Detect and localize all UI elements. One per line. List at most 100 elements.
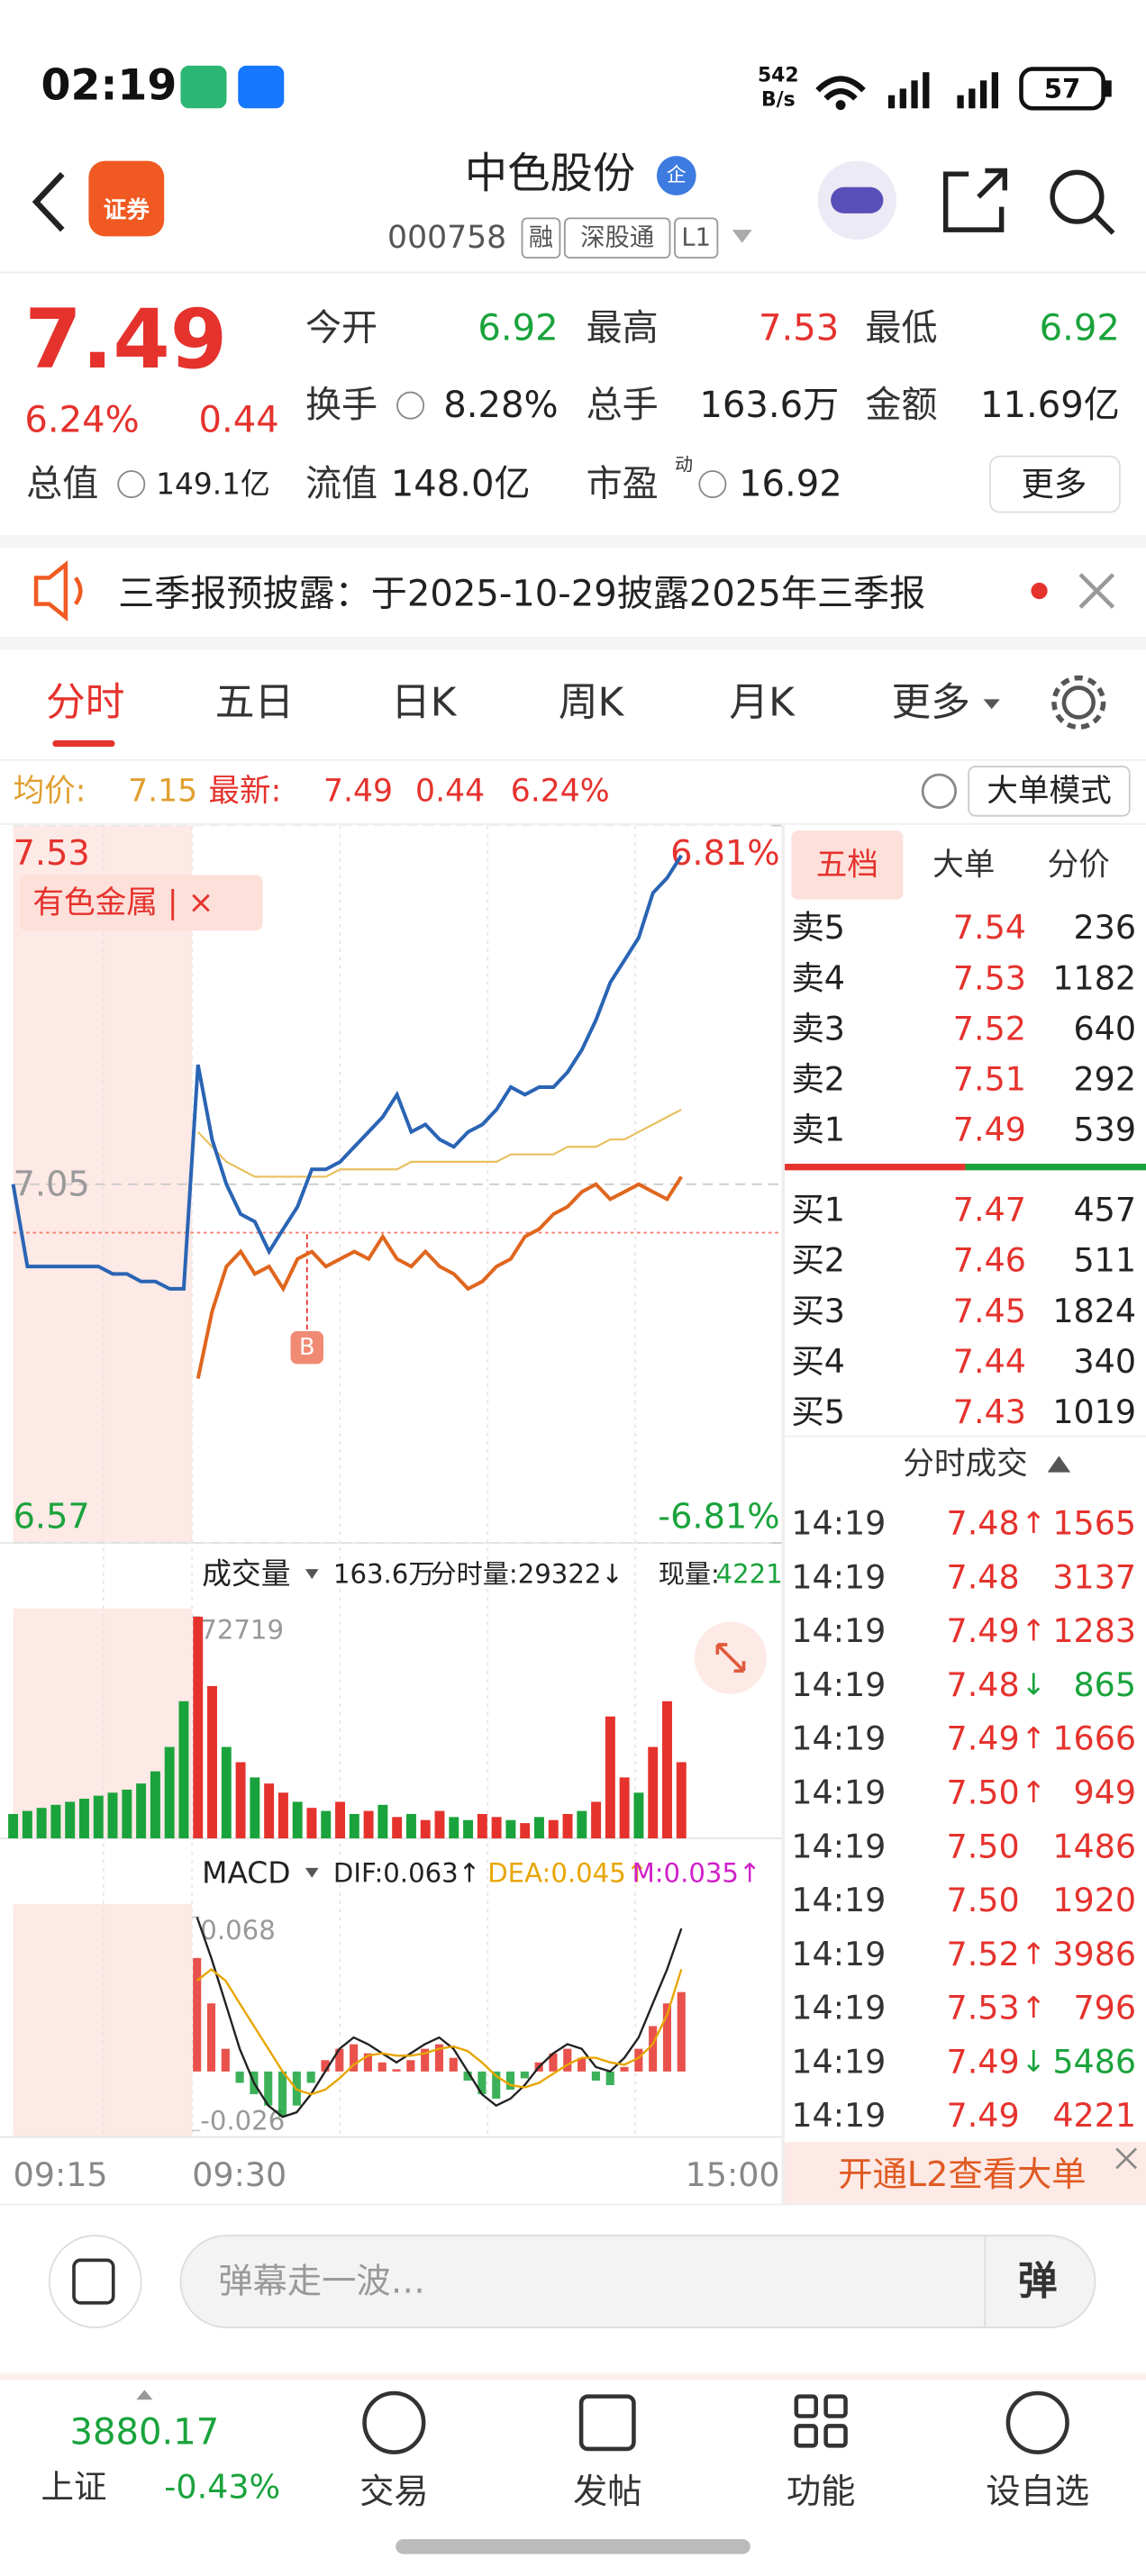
sector-tag-text[interactable]: 有色金属 | × [32, 884, 214, 921]
dropdown-arrow[interactable] [305, 1569, 319, 1580]
code-tag [674, 217, 719, 259]
help-icon[interactable] [921, 773, 957, 809]
book-volume: 340 [1074, 1342, 1137, 1381]
nav-item[interactable]: 功能 [787, 2472, 856, 2512]
y-tick-label: 7.05 [14, 1164, 90, 1204]
info-icon[interactable] [117, 470, 146, 499]
close-banner[interactable] [1115, 2147, 1138, 2170]
book-label: 卖2 [791, 1060, 845, 1099]
book-tab[interactable]: 大单 [932, 847, 995, 883]
trade-price: 7.48 [947, 1557, 1020, 1596]
trade-volume: 1283 [1052, 1611, 1136, 1650]
field-label: 流值 [305, 464, 377, 505]
close-notice[interactable] [1078, 573, 1115, 609]
share-button[interactable] [942, 168, 1008, 232]
field-value: 6.92 [1040, 307, 1120, 349]
volume-title[interactable]: 成交量 [202, 1557, 290, 1592]
mode-button[interactable] [968, 766, 1131, 817]
l2-banner-text[interactable]: 开通L2查看大单 [838, 2154, 1086, 2195]
chart-tab[interactable]: 五日 [215, 679, 294, 725]
chart-tab[interactable]: 周K [559, 679, 625, 725]
sector-tag[interactable] [19, 875, 263, 931]
change-pct: 6.24% [24, 400, 139, 441]
volume-bar [477, 1813, 487, 1839]
nav-item[interactable]: 交易 [359, 2472, 429, 2512]
danmaku-button[interactable]: 弹 [1018, 2259, 1058, 2305]
book-price: 7.47 [953, 1191, 1026, 1229]
code-tag [521, 217, 561, 259]
notice-text: 三季报预披露：于2025-10-29披露2025年三季报 [118, 574, 925, 615]
divider [781, 825, 786, 2205]
comment-icon[interactable] [48, 2235, 142, 2329]
chart-tab[interactable]: 分时 [46, 679, 124, 725]
book-volume: 640 [1074, 1009, 1137, 1048]
dropdown-arrow[interactable] [983, 699, 1000, 710]
volume-bar [363, 1810, 374, 1839]
sort-arrow[interactable] [1047, 1456, 1071, 1473]
volume-bar [178, 1701, 189, 1839]
caret[interactable] [136, 2390, 153, 2400]
nav-item[interactable]: 发帖 [573, 2472, 642, 2512]
field-label: 换手 [305, 385, 377, 426]
period-volume: 分时量:29322↓ [430, 1559, 623, 1590]
macd-bar [677, 1991, 686, 2072]
search-button[interactable] [1050, 169, 1105, 224]
badge-text: 企 [667, 164, 687, 186]
more-button[interactable] [988, 455, 1121, 513]
dropdown-arrow[interactable] [305, 1867, 319, 1878]
volume-bar [221, 1746, 232, 1839]
trade-time: 14:19 [791, 1719, 886, 1758]
info-icon[interactable] [396, 391, 425, 420]
comment-input[interactable] [179, 2235, 1096, 2329]
home-indicator [396, 2539, 750, 2554]
info-change: 0.44 [415, 773, 485, 809]
trade-volume: 3137 [1052, 1557, 1136, 1596]
tab-underline [52, 739, 115, 748]
volume-bar [150, 1771, 160, 1839]
book-volume: 1182 [1052, 958, 1136, 997]
active-tab-bg [791, 830, 904, 900]
nav-item[interactable]: 设自选 [986, 2472, 1089, 2512]
expand-button [715, 1643, 746, 1673]
back-button[interactable] [32, 171, 65, 232]
field-sup: 动 [675, 454, 693, 476]
chart-tab[interactable]: 日K [391, 679, 458, 725]
trades-title[interactable]: 分时成交 [903, 1447, 1027, 1483]
volume-bar [22, 1810, 32, 1839]
trade-time: 14:19 [791, 1989, 886, 2027]
macd-title[interactable]: MACD [202, 1855, 290, 1890]
book-tab[interactable]: 五档 [816, 847, 878, 883]
volume-bar [264, 1783, 275, 1839]
dropdown-arrow[interactable] [732, 230, 752, 243]
trade-arrow: ↑ [1022, 1506, 1046, 1540]
volume-bar [648, 1746, 659, 1839]
settings-button[interactable] [1061, 685, 1096, 720]
book-volume: 292 [1074, 1060, 1137, 1099]
mode-button-text[interactable]: 大单模式 [987, 773, 1111, 809]
last-price: 7.49 [24, 292, 227, 387]
info-icon[interactable] [698, 470, 727, 499]
price-line [11, 854, 683, 1291]
index-value[interactable]: 3880.17 [69, 2412, 219, 2454]
macd-legend: DEA:0.045↑ [487, 1857, 648, 1888]
trade-price: 7.49 [947, 1719, 1020, 1758]
more-button-text[interactable]: 更多 [1022, 465, 1087, 503]
settings-button [1051, 675, 1106, 730]
index-change: -0.43% [164, 2467, 280, 2506]
y-tick-label: 7.53 [14, 833, 90, 874]
volume-bar [250, 1777, 260, 1839]
chart-tab[interactable]: 月K [729, 679, 796, 725]
app-icon [238, 65, 285, 109]
book-tab[interactable]: 分价 [1048, 847, 1110, 883]
y2-tick-label: -6.81% [658, 1496, 779, 1537]
field-label: 市盈 [587, 464, 659, 505]
speaker-icon [33, 560, 83, 621]
macd-bar [492, 2071, 501, 2100]
y-tick-label: -0.026 [200, 2105, 285, 2136]
l2-banner[interactable] [785, 2142, 1146, 2205]
trade-price: 7.53 [947, 1989, 1020, 2027]
chart-tab[interactable]: 更多 [892, 679, 970, 725]
battery-level: 57 [1044, 73, 1081, 104]
trade-volume: 4221 [1052, 2096, 1136, 2135]
comment-placeholder[interactable]: 弹幕走一波… [218, 2262, 424, 2302]
